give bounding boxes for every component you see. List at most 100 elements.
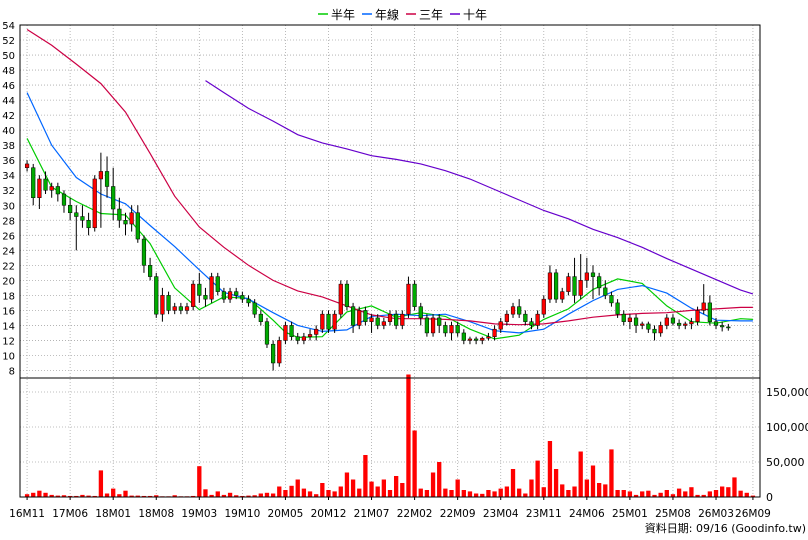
volume-bar bbox=[449, 490, 454, 497]
price-tick-label: 20 bbox=[2, 276, 15, 287]
candle-body bbox=[141, 238, 147, 266]
volume-bar bbox=[86, 495, 91, 497]
candle-body bbox=[104, 171, 110, 187]
x-tick-label: 26M03 bbox=[698, 508, 734, 520]
price-tick-label: 14 bbox=[2, 321, 15, 332]
footer-date: 資料日期: 09/16 (Goodinfo.tw) bbox=[645, 521, 806, 535]
x-tick-label: 20M05 bbox=[268, 508, 304, 520]
price-tick-label: 28 bbox=[2, 216, 15, 227]
volume-axis: 0 50,000 100,000 150,000 bbox=[766, 386, 808, 504]
candle-body bbox=[394, 313, 399, 326]
x-tick-label: 21M07 bbox=[354, 508, 390, 520]
candle-body bbox=[258, 313, 263, 322]
volume-bar bbox=[430, 472, 436, 497]
candle-body bbox=[689, 321, 694, 325]
volume-bar bbox=[750, 495, 756, 497]
volume-bar bbox=[295, 479, 300, 497]
volume-bar bbox=[117, 494, 122, 497]
candle-body bbox=[117, 208, 122, 221]
candle-body bbox=[449, 325, 454, 334]
candle-body bbox=[160, 295, 165, 315]
volume-bar bbox=[326, 490, 331, 497]
volume-bar bbox=[338, 486, 343, 497]
candle-body bbox=[523, 313, 528, 322]
volume-bar bbox=[510, 469, 516, 497]
candle-body bbox=[375, 317, 380, 326]
candle-body bbox=[578, 280, 583, 296]
price-tick-label: 36 bbox=[2, 156, 15, 167]
candle-body bbox=[621, 313, 626, 322]
volume-bar bbox=[393, 476, 399, 497]
volume-bar bbox=[307, 491, 313, 497]
candle-body bbox=[430, 317, 436, 334]
volume-bar bbox=[713, 490, 719, 497]
x-tick-label: 19M10 bbox=[224, 508, 260, 520]
candle-body bbox=[227, 291, 233, 300]
candle-body bbox=[320, 313, 325, 330]
volume-bar bbox=[400, 483, 405, 497]
volume-bar bbox=[258, 493, 263, 497]
volume-bar bbox=[203, 489, 208, 497]
volume-bar bbox=[467, 491, 473, 497]
candle-body bbox=[246, 298, 251, 304]
volume-bar bbox=[596, 483, 602, 497]
volume-bar bbox=[676, 488, 682, 497]
volume-bar bbox=[547, 441, 553, 497]
volume-bar bbox=[264, 492, 270, 497]
volume-bar bbox=[541, 487, 546, 497]
candle-body bbox=[535, 313, 540, 326]
candle-body bbox=[307, 334, 313, 337]
volume-bar bbox=[135, 495, 140, 497]
candle-body bbox=[529, 321, 534, 326]
volume-bar bbox=[517, 488, 522, 497]
candle-body bbox=[31, 167, 36, 198]
candle-body bbox=[560, 291, 565, 300]
volume-bar bbox=[480, 493, 485, 497]
volume-bar bbox=[443, 488, 448, 497]
volume-bar bbox=[98, 470, 104, 497]
legend-label-1: 年線 bbox=[375, 7, 399, 22]
candle-body bbox=[437, 317, 442, 326]
volume-bar bbox=[154, 495, 159, 497]
volume-bar bbox=[123, 490, 128, 497]
price-tick-label: 16 bbox=[2, 306, 15, 317]
volume-bar bbox=[646, 490, 651, 497]
candle-body bbox=[597, 276, 602, 289]
candle-body bbox=[590, 272, 596, 277]
volume-bar bbox=[37, 490, 42, 497]
ma-half-line bbox=[26, 138, 753, 340]
volume-bar bbox=[418, 488, 423, 497]
volume-bar bbox=[104, 493, 110, 497]
candle-body bbox=[418, 306, 423, 319]
price-tick-label: 10 bbox=[2, 351, 15, 362]
volume-bar bbox=[24, 494, 30, 497]
volume-bar bbox=[344, 472, 350, 497]
candle-body bbox=[344, 283, 350, 307]
volume-bar bbox=[695, 494, 700, 497]
candle-body bbox=[43, 178, 48, 191]
candle-body bbox=[412, 283, 417, 307]
candle-body bbox=[203, 295, 208, 300]
x-tick-label: 17M06 bbox=[52, 508, 88, 520]
volume-tick-label: 150,000 bbox=[766, 386, 808, 399]
volume-bar bbox=[227, 492, 233, 497]
volume-bar bbox=[603, 484, 608, 497]
candle-body bbox=[455, 325, 460, 334]
plot-frame bbox=[19, 24, 761, 498]
candle-body bbox=[547, 272, 553, 300]
x-axis: 16M11 17M06 18M01 18M08 19M03 19M10 20M05 20M12… bbox=[9, 497, 771, 520]
volume-bar bbox=[240, 495, 245, 497]
candle-body bbox=[184, 306, 190, 311]
volume-bar bbox=[381, 479, 387, 497]
candle-body bbox=[652, 328, 657, 334]
candle-body bbox=[332, 313, 337, 330]
candle-body bbox=[646, 323, 651, 330]
volume-bar bbox=[633, 494, 639, 497]
volume-bar bbox=[689, 487, 694, 497]
candle-body bbox=[172, 306, 177, 311]
candle-body bbox=[467, 338, 473, 341]
price-tick-label: 52 bbox=[2, 36, 15, 47]
price-axis: 8 10 12 14 16 18 20 22 24 26 28 30 32 34 36 38 40 42 44 46 4… bbox=[2, 21, 15, 377]
volume-bar bbox=[270, 493, 276, 497]
candle-body bbox=[240, 295, 245, 300]
